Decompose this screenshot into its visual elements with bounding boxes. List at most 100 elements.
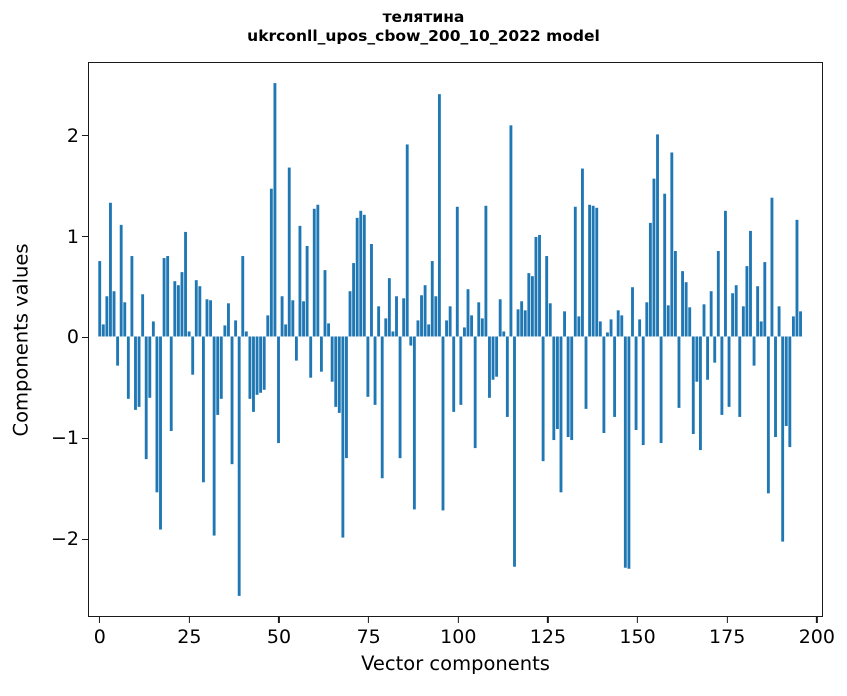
bar: [362, 214, 366, 337]
bar: [588, 204, 592, 337]
bar: [681, 271, 684, 337]
bar: [230, 336, 234, 465]
y-axis-tick-label: 0: [66, 326, 79, 349]
bar: [770, 197, 774, 337]
bar: [319, 336, 323, 372]
bar: [620, 315, 624, 337]
bar: [795, 219, 799, 337]
x-axis-tick: 25: [177, 616, 201, 648]
x-axis-tick: 75: [357, 616, 381, 648]
bar: [398, 336, 402, 459]
bar: [269, 188, 273, 337]
bar: [416, 320, 420, 337]
bar: [119, 224, 123, 337]
bar: [648, 222, 652, 337]
bar: [584, 336, 588, 409]
bar: [130, 256, 134, 337]
chart-title: телятина ukrconll_upos_cbow_200_10_2022 …: [0, 8, 847, 46]
bar: [541, 336, 545, 462]
y-axis-tick-mark: [82, 437, 89, 440]
bar: [706, 336, 710, 380]
bar: [445, 320, 448, 337]
y-axis-tick: 1: [67, 226, 89, 248]
x-axis-tick: 50: [267, 616, 291, 648]
bar: [437, 94, 441, 337]
bar: [505, 336, 509, 417]
bar: [155, 336, 159, 493]
x-axis-tick: 150: [619, 616, 656, 648]
chart-title-line-1: телятина: [382, 8, 465, 26]
bar: [716, 251, 720, 337]
bar: [166, 256, 170, 337]
bar: [502, 331, 506, 337]
bar: [387, 278, 391, 337]
bar: [530, 276, 534, 337]
bar: [523, 310, 527, 337]
bar: [448, 306, 452, 337]
plot-axes: −2 −1 0 1 2 0 25 50 75 100 125 150 175 200 Components …: [10, 62, 835, 675]
bar: [634, 336, 638, 430]
bar: [169, 336, 173, 431]
bar: [302, 301, 305, 337]
bar: [259, 336, 263, 393]
bar: [734, 285, 738, 337]
bar: [137, 336, 141, 407]
y-axis-tick: 0: [67, 326, 89, 348]
bar: [266, 315, 270, 337]
bar: [412, 336, 416, 510]
bar: [291, 300, 295, 337]
bar: [241, 256, 245, 337]
bar: [645, 302, 649, 337]
y-axis-tick-label: 1: [66, 225, 79, 248]
bar: [148, 336, 152, 398]
y-axis-tick-label: −1: [50, 427, 79, 450]
bar: [745, 266, 749, 337]
bar: [688, 307, 692, 337]
bar: [441, 336, 445, 511]
bar: [187, 331, 191, 337]
bar: [463, 327, 466, 337]
bar: [305, 245, 309, 337]
bar: [123, 302, 127, 337]
x-axis-tick-label: 25: [177, 626, 202, 648]
bar: [652, 178, 656, 337]
bar: [337, 336, 341, 413]
y-axis-label: Components values: [9, 243, 33, 436]
bar: [627, 336, 631, 569]
bar: [173, 281, 177, 337]
bar: [180, 272, 184, 337]
x-axis-tick-mark: [457, 616, 459, 623]
bar: [477, 302, 481, 337]
bar: [702, 304, 706, 337]
x-axis-tick-mark: [547, 616, 549, 623]
bar: [370, 243, 373, 337]
x-axis-tick-mark: [278, 616, 280, 623]
bar: [262, 336, 266, 390]
bar: [709, 291, 713, 337]
bar-series-canvas: [98, 83, 802, 596]
bar: [134, 336, 137, 410]
bar: [98, 261, 102, 337]
bar: [731, 293, 735, 337]
bar: [613, 336, 617, 417]
bar: [724, 210, 727, 337]
bar: [355, 217, 359, 337]
bar: [713, 336, 717, 363]
bar: [466, 289, 470, 337]
x-axis-tick-label: 75: [356, 626, 381, 648]
bar: [459, 336, 463, 405]
bar: [473, 336, 477, 449]
bar: [109, 202, 112, 337]
bar: [194, 280, 198, 337]
bar: [484, 205, 488, 337]
bar: [656, 134, 659, 337]
bar: [749, 230, 752, 337]
y-axis-tick-mark: [82, 134, 89, 137]
bar: [151, 321, 155, 337]
bar: [330, 336, 334, 382]
bar: [176, 285, 180, 337]
bar: [377, 306, 381, 337]
bar: [774, 336, 777, 438]
bar: [287, 167, 291, 337]
